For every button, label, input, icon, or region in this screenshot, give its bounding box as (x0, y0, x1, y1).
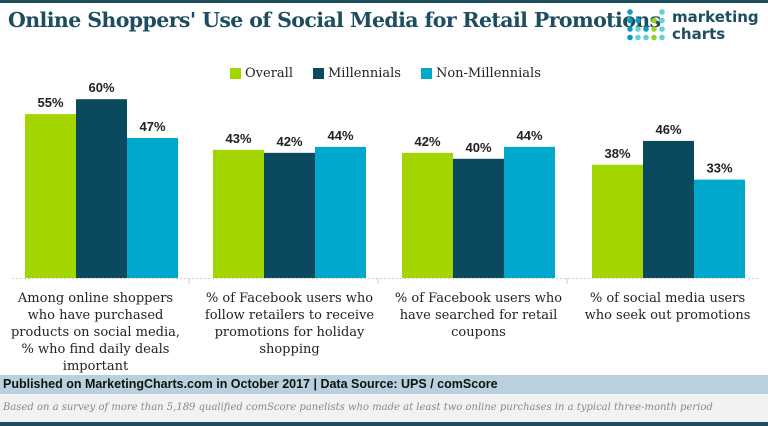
data-label: 42% (414, 134, 440, 149)
logo-dot (659, 26, 665, 32)
data-label: 47% (139, 119, 165, 134)
logo-dot (643, 26, 649, 32)
bar-overall (25, 114, 76, 278)
logo-dot (627, 17, 633, 24)
logo-dot (651, 34, 657, 41)
bar-non-millennials (127, 137, 178, 278)
logo-dot (659, 17, 665, 24)
legend-item-overall: Overall (230, 66, 293, 81)
bar-chart: 55% 43% 42% 38% 60% 42% 40% 46% 47% 44% 44% 33% (12, 80, 760, 284)
logo-dot (627, 34, 633, 41)
legend-swatch (230, 68, 241, 79)
bar-overall (402, 152, 453, 278)
category-label: Among online shoppers who have purchased… (10, 291, 181, 374)
bar-overall (592, 164, 643, 278)
data-label: 44% (516, 128, 542, 143)
data-label: 40% (465, 140, 491, 155)
logo-dot (651, 26, 657, 32)
logo-dot (635, 17, 641, 24)
top-border (0, 0, 768, 3)
logo-dot (659, 9, 665, 15)
category-label: % of Facebook users who have searched fo… (394, 291, 563, 340)
data-label: 42% (276, 134, 302, 149)
chart-title: Online Shoppers' Use of Social Media for… (8, 8, 661, 32)
published-source-bar: Published on MarketingCharts.com in Octo… (0, 375, 768, 394)
data-label: 33% (706, 161, 732, 176)
bottom-border (0, 422, 768, 426)
logo-text: marketing charts (672, 9, 759, 43)
logo-dot (659, 34, 665, 41)
legend-label: Non-Millennials (435, 66, 541, 81)
data-label: 44% (327, 128, 353, 143)
data-label: 60% (88, 80, 114, 95)
category-label: % of Facebook users who follow retailers… (204, 291, 375, 357)
logo-dot (627, 9, 633, 15)
category-label: % of social media users who seek out pro… (584, 291, 751, 323)
data-label: 46% (655, 122, 681, 137)
data-label: 55% (37, 95, 63, 110)
bar-non-millennials (694, 179, 745, 278)
logo-dot (651, 17, 657, 24)
bar-millennials (264, 152, 315, 278)
methodology-note: Based on a survey of more than 5,189 qua… (0, 394, 768, 422)
logo-line2: charts (672, 25, 726, 43)
bar-non-millennials (315, 146, 366, 278)
bar-overall (213, 149, 264, 278)
bar-millennials (643, 140, 694, 278)
legend-item-non-millennials: Non-Millennials (420, 66, 541, 81)
data-label: 43% (225, 131, 251, 146)
logo-dot (635, 34, 641, 41)
data-label: 38% (604, 146, 630, 161)
legend-item-millennials: Millennials (312, 66, 401, 81)
legend-swatch (312, 68, 324, 79)
logo-dot (635, 26, 641, 32)
bar-non-millennials (504, 146, 555, 278)
marketing-charts-logo-icon (627, 9, 665, 41)
logo-dot (643, 34, 649, 41)
bar-millennials (76, 99, 127, 278)
legend-swatch (420, 68, 432, 79)
logo-line1: marketing (672, 8, 759, 26)
logo-dot (627, 26, 633, 32)
legend-label: Overall (245, 66, 293, 81)
bar-millennials (453, 158, 504, 278)
legend: Overall Millennials Non-Millennials (230, 66, 541, 81)
legend-label: Millennials (327, 66, 401, 81)
